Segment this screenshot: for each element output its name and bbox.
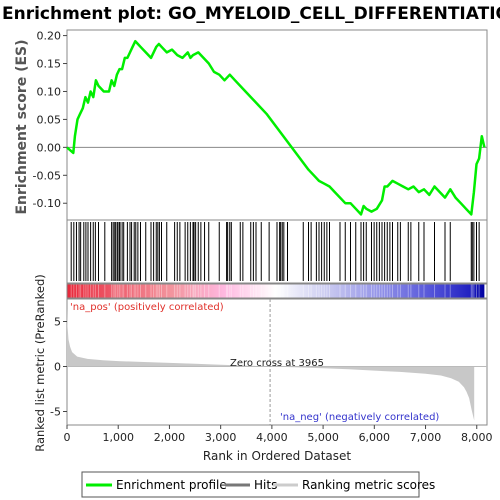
- es-panel: [66, 29, 488, 221]
- es-profile-line: [66, 39, 486, 216]
- es-y-tick-label: 0.05: [37, 113, 62, 126]
- x-tick-label: 1,000: [102, 431, 134, 444]
- hit-marks: [70, 222, 480, 281]
- metric-y-ticks: -5 0 5: [50, 316, 67, 419]
- pos-annotation: 'na_pos' (positively correlated): [70, 302, 224, 313]
- color-bar-frame: [66, 283, 488, 299]
- x-tick-label: 0: [64, 431, 71, 444]
- x-tick-label: 4,000: [256, 431, 288, 444]
- legend: [81, 471, 420, 498]
- x-tick-label: 8,000: [461, 431, 493, 444]
- es-y-ticks: -0.10 -0.05 0.00 0.05 0.10 0.15 0.20: [33, 30, 67, 210]
- x-tick-label: 7,000: [410, 431, 442, 444]
- metric-y-tick-label: 0: [54, 361, 61, 374]
- rank-color-bar: [66, 283, 488, 299]
- es-y-tick-label: 0.15: [37, 58, 62, 71]
- x-tick-label: 6,000: [359, 431, 391, 444]
- x-tick-label: 5,000: [307, 431, 339, 444]
- metric-y-tick-label: -5: [50, 406, 61, 419]
- legend-enrichment-label: Enrichment profile: [116, 478, 227, 492]
- es-y-tick-label: -0.10: [33, 197, 61, 210]
- metric-axis-label: Ranked list metric (PreRanked): [33, 274, 47, 452]
- es-y-tick-label: -0.05: [33, 169, 61, 182]
- zero-cross-annotation: Zero cross at 3965: [230, 358, 324, 369]
- legend-hits-label: Hits: [254, 478, 277, 492]
- x-axis-label: Rank in Ordered Dataset: [203, 449, 351, 463]
- es-y-tick-label: 0.20: [37, 30, 62, 43]
- x-tick-label: 3,000: [205, 431, 237, 444]
- es-axis-label: Enrichment score (ES): [14, 39, 30, 214]
- color-bar-gradient: [67, 284, 485, 298]
- x-ticks: 0 1,000 2,000 3,000 4,000 5,000 6,000 7,000 8,00…: [64, 425, 493, 444]
- chart-title: Enrichment plot: GO_MYELOID_CELL_DIFFERE…: [2, 4, 500, 24]
- legend-metric-label: Ranking metric scores: [302, 478, 435, 492]
- ranked-metric-area: [67, 308, 475, 421]
- neg-annotation: 'na_neg' (negatively correlated): [280, 412, 439, 423]
- metric-y-tick-label: 5: [54, 316, 61, 329]
- es-y-tick-label: 0.10: [37, 85, 62, 98]
- es-y-tick-label: 0.00: [37, 141, 62, 154]
- x-tick-label: 2,000: [154, 431, 186, 444]
